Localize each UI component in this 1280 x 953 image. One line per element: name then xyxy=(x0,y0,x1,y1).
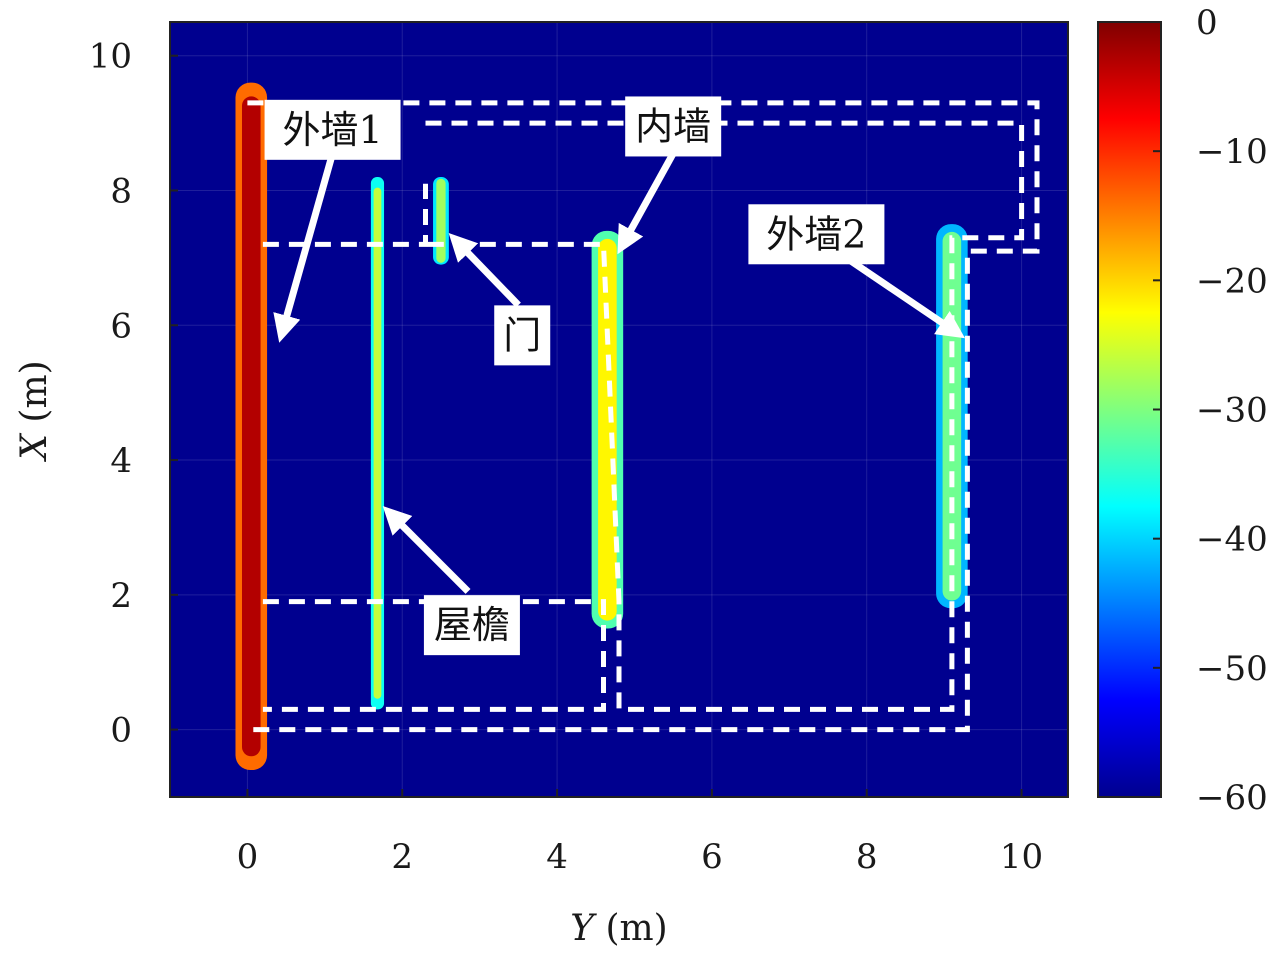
y-axis-label: X (m) xyxy=(14,360,55,462)
inner-wall-label: 内墙 xyxy=(617,96,722,255)
outer-wall-1-label: 外墙1 xyxy=(264,99,401,343)
eave-label-box xyxy=(423,595,520,656)
colorbar-tick-label-2: −20 xyxy=(1196,261,1268,301)
outer-wall-1-label-arrow xyxy=(273,152,336,343)
x-axis-label-var: Y xyxy=(570,908,597,949)
y-tick-label-5: 10 xyxy=(89,37,132,77)
annex-region xyxy=(262,183,428,247)
inner-wall-strip xyxy=(591,230,624,629)
inner-wall-strip-core xyxy=(598,238,617,621)
colorbar-tick-label-6: −60 xyxy=(1196,778,1268,818)
inner-wall-label-arrow xyxy=(617,151,677,255)
x-axis-label-unit: (m) xyxy=(605,908,667,949)
y-tick-label-0: 0 xyxy=(110,711,132,751)
x-tick-label-1: 2 xyxy=(391,837,413,877)
eave-label-arrow xyxy=(382,506,471,594)
x-tick-label-5: 10 xyxy=(1000,837,1043,877)
plot-frame xyxy=(169,21,1069,798)
y-tick-label-1: 2 xyxy=(110,576,132,616)
outer-wall-2-label-arrow xyxy=(849,258,966,339)
door-strip xyxy=(433,177,449,265)
y-axis-label-var: X xyxy=(14,433,55,463)
y-axis-label-unit: (m) xyxy=(14,360,55,422)
eave-strip-core xyxy=(373,187,382,699)
eave-strip xyxy=(370,177,385,710)
x-tick-label-0: 0 xyxy=(237,837,259,877)
y-tick-label-2: 4 xyxy=(110,441,132,481)
colorbar: 0 −10 −20 −30 −40 −50 −60 xyxy=(1097,3,1268,818)
inner-room-region xyxy=(425,120,1025,712)
door-label-arrow xyxy=(448,232,521,308)
colorbar-tick-label-0: 0 xyxy=(1196,3,1218,43)
door-strip-core xyxy=(436,178,446,263)
door-label: 门 xyxy=(448,232,551,366)
inner-wall-label-text: 内墙 xyxy=(635,104,711,148)
colorbar-tick-label-4: −40 xyxy=(1196,520,1268,560)
y-tick-label-4: 8 xyxy=(110,171,132,211)
outer-wall-1-label-text: 外墙1 xyxy=(282,108,382,152)
x-tick-label-2: 4 xyxy=(546,837,568,877)
inner-wall-label-box xyxy=(625,96,722,157)
outer-wall-1 xyxy=(235,82,268,771)
door-label-box xyxy=(494,305,551,366)
colorbar-gradient xyxy=(1097,21,1162,798)
outer-building-region xyxy=(247,100,1040,733)
outer-wall-2-label-box xyxy=(748,204,885,265)
outer-wall-2-strip-core xyxy=(942,231,962,601)
eave-label: 屋檐 xyxy=(382,506,520,656)
eave-label-text: 屋檐 xyxy=(434,603,510,647)
x-tick-label-4: 8 xyxy=(856,837,878,877)
outer-wall-1-core xyxy=(241,96,261,757)
x-tick-label-3: 6 xyxy=(701,837,723,877)
outer-wall-2-label: 外墙2 xyxy=(748,204,966,339)
x-axis-label: Y (m) xyxy=(570,908,667,949)
outer-wall-2-label-text: 外墙2 xyxy=(766,212,866,256)
outer-wall-1-label-box xyxy=(264,99,401,160)
colorbar-ticks: 0 −10 −20 −30 −40 −50 −60 xyxy=(1153,3,1268,818)
door-label-text: 门 xyxy=(503,313,541,357)
colorbar-tick-label-3: −30 xyxy=(1196,391,1268,431)
y-tick-label-3: 6 xyxy=(110,306,132,346)
y-axis-ticks: 0 2 4 6 8 10 xyxy=(89,37,178,751)
colorbar-tick-label-1: −10 xyxy=(1196,132,1268,172)
x-axis-ticks: 0 2 4 6 8 10 xyxy=(237,789,1043,877)
colorbar-tick-label-5: −50 xyxy=(1196,649,1268,689)
